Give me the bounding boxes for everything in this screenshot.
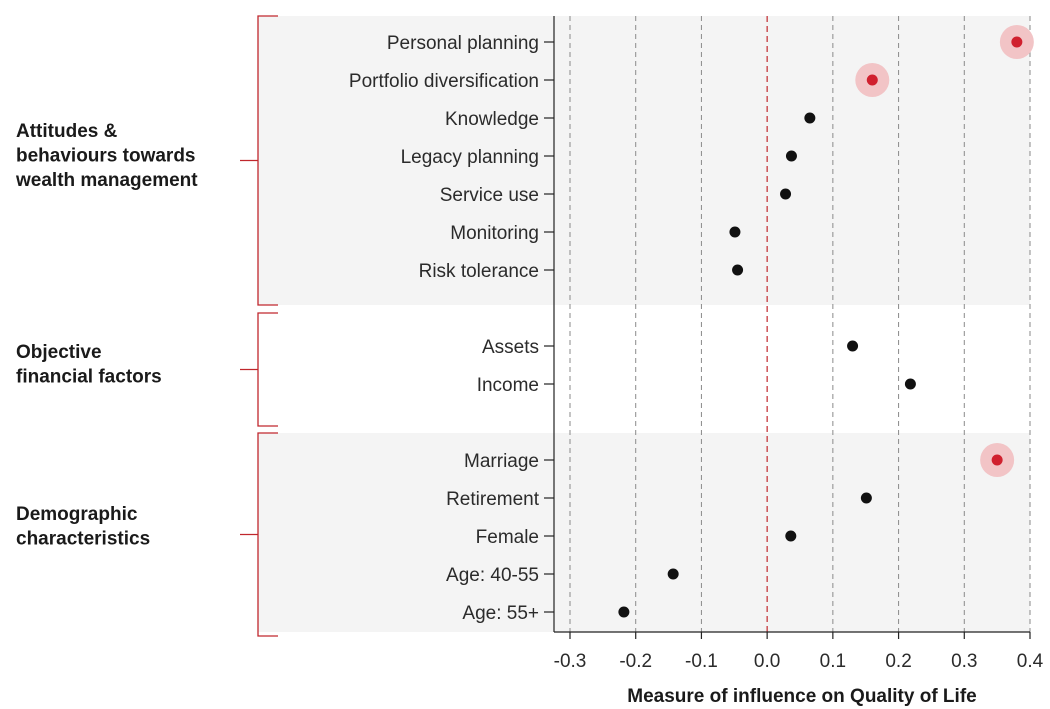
data-point: [785, 150, 797, 162]
group-band: [258, 16, 1030, 305]
category-label: Knowledge: [445, 109, 539, 130]
axis-titles: Measure of influence on Quality of Life: [627, 686, 976, 707]
category-label: Retirement: [446, 489, 540, 510]
group-bands: [258, 16, 1030, 632]
axes: [544, 16, 1031, 639]
category-label: Portfolio diversification: [349, 71, 539, 92]
group-band: [258, 433, 1030, 632]
data-point: [847, 340, 859, 352]
category-label: Assets: [482, 337, 539, 358]
group-label: characteristics: [16, 529, 150, 550]
category-label: Personal planning: [387, 33, 539, 54]
x-tick-labels: -0.3 -0.2 -0.1 0.0 0.1 0.2 0.3 0.4: [554, 651, 1044, 672]
data-point-highlight: [1011, 36, 1023, 48]
data-point-highlight: [991, 454, 1003, 466]
group-bracket: [240, 432, 278, 637]
data-point: [732, 264, 744, 276]
x-tick-label: 0.1: [820, 651, 846, 672]
x-axis-title: Measure of influence on Quality of Life: [627, 686, 976, 707]
gridlines: [569, 16, 1031, 632]
data-point: [780, 188, 792, 200]
group-label: Demographic: [16, 504, 138, 525]
x-tick-label: -0.2: [619, 651, 652, 672]
x-tick-label: 0.3: [951, 651, 977, 672]
x-tick-label: 0.4: [1017, 651, 1044, 672]
data-point: [785, 530, 797, 542]
category-label: Legacy planning: [401, 147, 539, 168]
x-tick-label: -0.1: [685, 651, 718, 672]
data-point: [667, 568, 679, 580]
x-tick-label: 0.2: [885, 651, 911, 672]
group-label: Attitudes &: [16, 121, 118, 142]
category-label: Age: 40-55: [446, 565, 539, 586]
category-label: Income: [477, 375, 539, 396]
category-label: Female: [476, 527, 539, 548]
data-point-highlight: [866, 74, 878, 86]
category-label: Monitoring: [450, 223, 539, 244]
data-points: [618, 25, 1034, 618]
group-label: financial factors: [16, 367, 162, 388]
category-label: Age: 55+: [462, 603, 539, 624]
group-label: behaviours towards: [16, 146, 196, 167]
category-label: Service use: [440, 185, 539, 206]
data-point: [618, 606, 630, 618]
data-point: [729, 226, 741, 238]
group-bracket: [240, 312, 278, 427]
data-point: [904, 378, 916, 390]
category-labels: Attitudes & behaviours towards wealth mana…: [15, 33, 540, 624]
group-label: wealth management: [15, 170, 198, 191]
data-point: [804, 112, 816, 124]
x-tick-label: -0.3: [554, 651, 587, 672]
group-bracket: [240, 15, 278, 306]
category-label: Risk tolerance: [419, 261, 539, 282]
data-point: [860, 492, 872, 504]
category-label: Marriage: [464, 451, 539, 472]
group-label: Objective: [16, 342, 102, 363]
x-tick-label: 0.0: [754, 651, 780, 672]
group-brackets: [240, 15, 278, 637]
